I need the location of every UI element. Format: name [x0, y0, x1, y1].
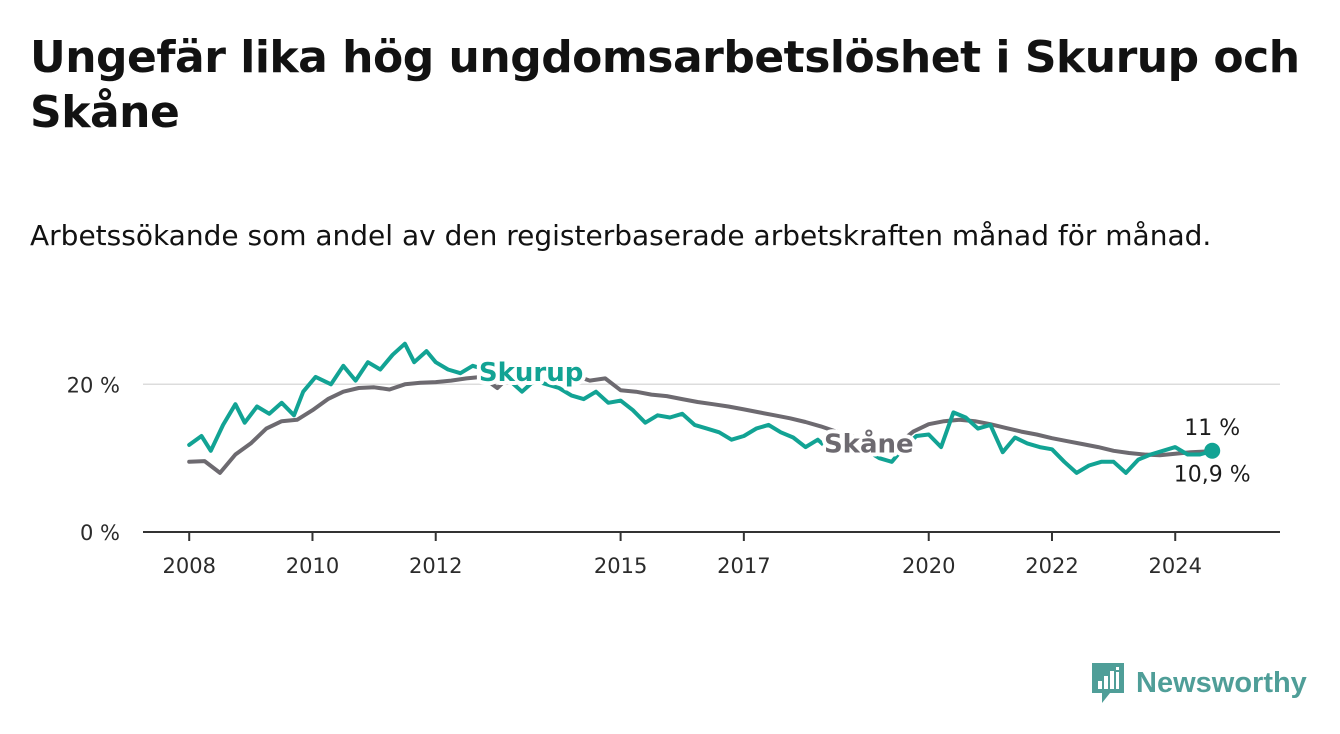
skane-end-value: 10,9 % — [1174, 463, 1251, 488]
x-tick-label: 2012 — [409, 554, 462, 578]
axes: 0 % 20 % 2008 2010 2012 2015 2017 2020 2022 2024 — [67, 373, 1280, 578]
x-tick-label: 2017 — [717, 554, 770, 578]
x-tick-label: 2008 — [162, 554, 215, 578]
y-tick-label: 20 % — [67, 373, 120, 397]
series-label-skurup: Skurup — [479, 358, 583, 388]
series-line-skurup — [187, 341, 1215, 475]
x-tick-label: 2010 — [286, 554, 339, 578]
x-tick-label: 2024 — [1149, 554, 1202, 578]
series-label-sk-ne: Skåne — [824, 427, 914, 459]
x-tick-label: 2015 — [594, 554, 647, 578]
series-label-halo-skurup: Skurup — [479, 358, 583, 388]
chart-subtitle: Arbetssökande som andel av den registerb… — [30, 219, 1212, 252]
brand-name: Newsworthy — [1136, 666, 1307, 699]
x-tick-label: 2022 — [1025, 554, 1078, 578]
skurup-end-value: 11 % — [1184, 416, 1240, 441]
series-line-sk-ne — [187, 367, 1208, 475]
y-tick-label: 0 % — [80, 521, 120, 545]
series-label-halo-sk-ne: Skåne — [824, 427, 914, 459]
series-lines — [187, 341, 1215, 475]
newsworthy-brand[interactable]: Newsworthy — [1090, 660, 1307, 706]
x-tick-label: 2020 — [902, 554, 955, 578]
chart-title: Ungefär lika hög ungdomsarbetslöshet i S… — [30, 32, 1300, 138]
newsworthy-logo-icon — [1092, 663, 1124, 703]
skurup-end-point — [1204, 442, 1221, 459]
